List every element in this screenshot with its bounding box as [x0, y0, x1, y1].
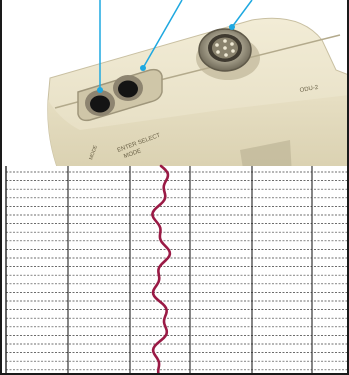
headset-jack-callout [142, 0, 183, 69]
recorder-paper [6, 166, 349, 375]
svg-text:MODE: MODE [123, 148, 142, 160]
device-model-label: ODU-2 [299, 85, 319, 94]
mic-jack-callout-dot [97, 87, 103, 93]
headset-jack-callout-dot [140, 65, 146, 71]
mic-jack-hole [90, 95, 110, 113]
svg-text:MODE: MODE [88, 144, 99, 161]
recorder-paper-grid [5, 166, 349, 375]
frame-right-border [347, 0, 349, 375]
connector-pins [215, 39, 235, 57]
headset-jack-hole [118, 80, 138, 98]
multipin-connector-callout [231, 0, 253, 28]
device-side-marks: MODE [88, 144, 99, 161]
recorder-trace [151, 164, 172, 375]
multipin-connector-callout-dot [229, 24, 235, 30]
frame-left-border [0, 0, 2, 375]
frame-bottom-border [0, 373, 349, 375]
